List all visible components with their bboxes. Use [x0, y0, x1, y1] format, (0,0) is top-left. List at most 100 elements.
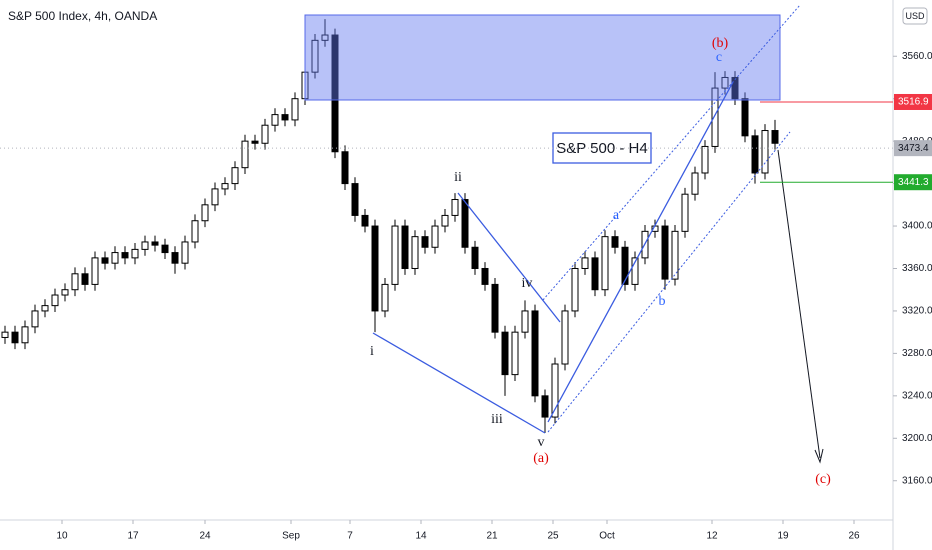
candle-body: [311, 39, 319, 73]
price-label: 3441.3: [898, 177, 929, 188]
wave-label: iv: [522, 276, 533, 291]
y-tick-label: 3320.0: [902, 306, 932, 317]
candle-body: [631, 257, 639, 285]
candle-body: [41, 305, 49, 312]
chart-title: S&P 500 Index, 4h, OANDA: [8, 9, 157, 23]
candle-body: [681, 193, 689, 232]
candle-body: [501, 331, 509, 376]
wave-label: (c): [815, 472, 831, 487]
candle-body: [361, 214, 369, 227]
candle-body: [441, 214, 449, 227]
candle-body: [101, 257, 109, 264]
candle-body: [291, 98, 299, 121]
candle-body: [111, 252, 119, 264]
x-tick-label: 14: [415, 531, 427, 542]
candle-body: [421, 236, 429, 248]
candle-body: [171, 252, 179, 264]
candle-body: [531, 310, 539, 397]
candle-body: [391, 225, 399, 285]
candle-body: [471, 246, 479, 269]
candle-body: [321, 34, 329, 41]
candle-body: [571, 267, 579, 312]
x-tick-label: 19: [777, 531, 789, 542]
candle-body: [131, 248, 139, 259]
label-box: [552, 132, 652, 164]
candle-body: [261, 124, 269, 144]
candle-body: [581, 257, 589, 269]
candle-body: [161, 244, 169, 254]
wave-label: iii: [491, 412, 503, 427]
x-tick-label: Oct: [599, 531, 615, 542]
candle-body: [121, 252, 129, 259]
price-label-box: [894, 174, 932, 191]
candle-body: [711, 87, 719, 147]
candle-body: [611, 236, 619, 248]
x-tick-label: Sep: [282, 531, 300, 542]
candle-body: [561, 310, 569, 365]
candle-body: [601, 236, 609, 291]
wave-label: a: [613, 208, 620, 223]
candle-body: [541, 395, 549, 418]
candle-body: [271, 114, 279, 126]
candle-body: [231, 167, 239, 185]
y-tick-label: 3240.0: [902, 390, 932, 401]
candle-body: [491, 283, 499, 333]
wave-label: (a): [533, 451, 549, 466]
candle-body: [511, 331, 519, 376]
candle-body: [351, 183, 359, 216]
candle-body: [621, 246, 629, 285]
candle-body: [521, 310, 529, 333]
candle-body: [701, 145, 709, 174]
candle-body: [251, 140, 259, 144]
candle-body: [721, 76, 729, 89]
candle-body: [241, 140, 249, 169]
candle-body: [661, 225, 669, 280]
price-label: 3516.9: [898, 97, 929, 108]
candle-body: [691, 172, 699, 195]
candle-body: [461, 199, 469, 248]
x-tick-label: 25: [547, 531, 559, 542]
candle-body: [741, 98, 749, 137]
candle-body: [21, 326, 29, 344]
wave-label: (b): [712, 36, 729, 51]
x-tick-label: 12: [706, 531, 718, 542]
candle-body: [451, 199, 459, 216]
y-tick-label: 3400.0: [902, 221, 932, 232]
chart-label: S&P 500 - H4: [556, 140, 647, 157]
plot-area: [1, 19, 779, 433]
candle-body: [371, 225, 379, 312]
x-tick-label: 26: [848, 531, 860, 542]
price-label: 3473.4: [898, 143, 929, 154]
y-tick-label: 3280.0: [902, 348, 932, 359]
y-tick-label: 3360.0: [902, 263, 932, 274]
candle-body: [181, 241, 189, 264]
candle-body: [341, 151, 349, 185]
arrow-head: [814, 448, 824, 464]
candle-body: [591, 257, 599, 291]
y-tick-label: 3200.0: [902, 433, 932, 444]
y-tick-label: 3560.0: [902, 51, 932, 62]
candle-body: [671, 230, 679, 280]
currency-box[interactable]: [902, 7, 928, 25]
candle-body: [141, 241, 149, 250]
candle-body: [771, 130, 779, 144]
candle-body: [431, 225, 439, 248]
candle-body: [281, 114, 289, 121]
projection-arrow: [777, 149, 821, 459]
candle-body: [11, 331, 19, 344]
candle-body: [761, 130, 769, 174]
channel-line: [547, 131, 791, 433]
wave-label: ii: [454, 170, 462, 185]
candle-body: [151, 241, 159, 246]
wave-label: i: [370, 344, 374, 359]
x-tick-label: 17: [127, 531, 139, 542]
x-tick-label: 10: [56, 531, 68, 542]
price-label-box: [894, 93, 932, 110]
candle-body: [401, 225, 409, 269]
candle-body: [221, 183, 229, 190]
currency: USD: [905, 11, 925, 21]
candle-body: [201, 204, 209, 222]
x-tick-label: 21: [486, 531, 498, 542]
candle-body: [481, 267, 489, 285]
